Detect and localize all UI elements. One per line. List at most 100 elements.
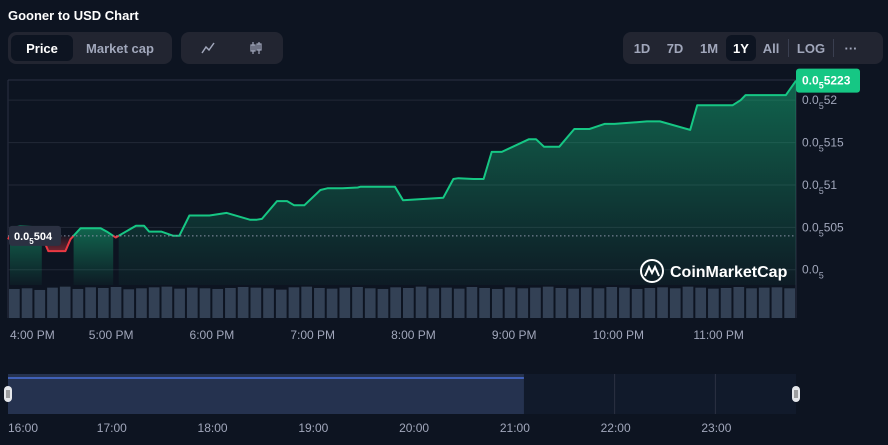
- volume-bar: [34, 289, 46, 318]
- volume-bar: [174, 288, 185, 318]
- navigator-window: [8, 374, 524, 414]
- range-separator: [788, 39, 789, 57]
- volume-bar: [352, 286, 363, 318]
- volume-bar: [555, 287, 567, 318]
- x-tick-label: 7:00 PM: [290, 328, 335, 342]
- market-cap-tab[interactable]: Market cap: [86, 40, 154, 56]
- volume-bar: [110, 286, 122, 318]
- x-tick-label: 11:00 PM: [693, 328, 743, 342]
- volume-bar: [161, 286, 173, 318]
- log-scale-button[interactable]: LOG: [796, 40, 826, 56]
- volume-bar: [746, 288, 757, 318]
- volume-bar: [606, 286, 618, 318]
- range-1m-button[interactable]: 1M: [699, 40, 719, 56]
- volume-bar: [479, 287, 490, 318]
- price-line-up: [72, 227, 114, 237]
- volume-bar: [314, 287, 325, 318]
- volume-bar: [619, 287, 630, 318]
- volume-bar: [428, 288, 440, 318]
- current-price-label: 0.055223: [802, 74, 851, 91]
- watermark-text: CoinMarketCap: [670, 264, 788, 281]
- navigator-x-tick-label: 19:00: [298, 421, 328, 435]
- volume-bar: [186, 287, 198, 318]
- navigator-right-handle[interactable]: [792, 386, 800, 402]
- range-1d-button[interactable]: 1D: [633, 40, 651, 56]
- volume-bar: [72, 288, 84, 318]
- more-options-button[interactable]: ···: [844, 40, 858, 56]
- volume-bar: [453, 288, 465, 318]
- volume-bar: [301, 286, 313, 318]
- volume-bar: [225, 287, 236, 318]
- y-tick-label: 0.0551: [802, 178, 837, 196]
- navigator-x-tick-label: 17:00: [97, 421, 127, 435]
- price-line-down: [112, 234, 120, 239]
- volume-bar: [123, 289, 135, 318]
- range-7d-button[interactable]: 7D: [666, 40, 684, 56]
- volume-bar: [250, 287, 262, 318]
- volume-bar: [669, 288, 681, 318]
- volume-bar: [771, 287, 783, 318]
- coinmarketcap-logo-icon: [640, 259, 664, 283]
- volume-bar: [758, 287, 770, 318]
- volume-bar: [530, 287, 541, 318]
- volume-bar: [733, 286, 745, 318]
- y-tick-label: 0.05: [802, 263, 824, 281]
- price-area-up: [118, 80, 796, 285]
- x-tick-label: 5:00 PM: [89, 328, 134, 342]
- range-all-button[interactable]: All: [762, 40, 780, 56]
- volume-bar: [695, 287, 707, 318]
- volume-bar: [517, 288, 529, 318]
- x-tick-label: 4:00 PM: [10, 328, 55, 342]
- start-price-badge: [9, 225, 61, 246]
- candlestick-icon: [250, 42, 262, 54]
- start-price-label: 0.05504: [14, 231, 53, 246]
- range-1y-button[interactable]: 1Y: [726, 35, 756, 61]
- volume-bar: [326, 288, 338, 318]
- y-tick-label: 0.05505: [802, 220, 844, 238]
- volume-bar: [491, 288, 503, 318]
- navigator-x-tick-label: 16:00: [8, 421, 38, 435]
- current-price-badge: [796, 68, 860, 93]
- volume-bar: [97, 287, 109, 318]
- price-marketcap-toggle: Price Market cap: [8, 32, 172, 64]
- volume-bar: [9, 288, 20, 318]
- volume-bar: [644, 287, 656, 318]
- price-tab[interactable]: Price: [11, 35, 73, 61]
- volume-bar: [364, 288, 376, 318]
- volume-bar: [148, 287, 160, 318]
- navigator-x-tick-label: 23:00: [701, 421, 731, 435]
- line-chart-icon: [201, 42, 215, 54]
- volume-bar: [542, 286, 554, 318]
- volume-bar: [403, 287, 414, 318]
- x-tick-label: 6:00 PM: [190, 328, 235, 342]
- y-tick-label: 0.0552: [802, 93, 837, 111]
- y-tick-label: 0.05515: [802, 136, 844, 154]
- volume-bar: [275, 289, 287, 318]
- volume-bar: [657, 287, 668, 318]
- page-title: Gooner to USD Chart: [8, 8, 139, 23]
- volume-bar: [631, 288, 643, 318]
- price-area-up: [73, 228, 114, 285]
- volume-bar: [593, 288, 605, 318]
- range-selector: 1D 7D 1M 1Y All LOG ···: [623, 32, 883, 64]
- x-tick-label: 9:00 PM: [492, 328, 537, 342]
- volume-bar: [21, 288, 33, 318]
- volume-bar: [568, 288, 579, 318]
- volume-bar: [339, 287, 351, 318]
- volume-bar: [212, 288, 224, 318]
- price-line-up: [118, 80, 797, 237]
- line-chart-button[interactable]: [184, 35, 232, 61]
- volume-bar: [580, 287, 592, 318]
- chart-type-toggle: [181, 32, 283, 64]
- candlestick-chart-button[interactable]: [232, 35, 280, 61]
- x-tick-label: 10:00 PM: [593, 328, 644, 342]
- navigator-left-handle[interactable]: [4, 386, 12, 402]
- range-separator: [833, 39, 834, 57]
- volume-bar: [199, 288, 211, 318]
- coinmarketcap-logo-mark: [644, 264, 660, 277]
- volume-bar: [263, 288, 274, 318]
- navigator-x-tick-label: 21:00: [500, 421, 530, 435]
- volume-bar: [682, 286, 694, 318]
- volume-bar: [85, 287, 96, 318]
